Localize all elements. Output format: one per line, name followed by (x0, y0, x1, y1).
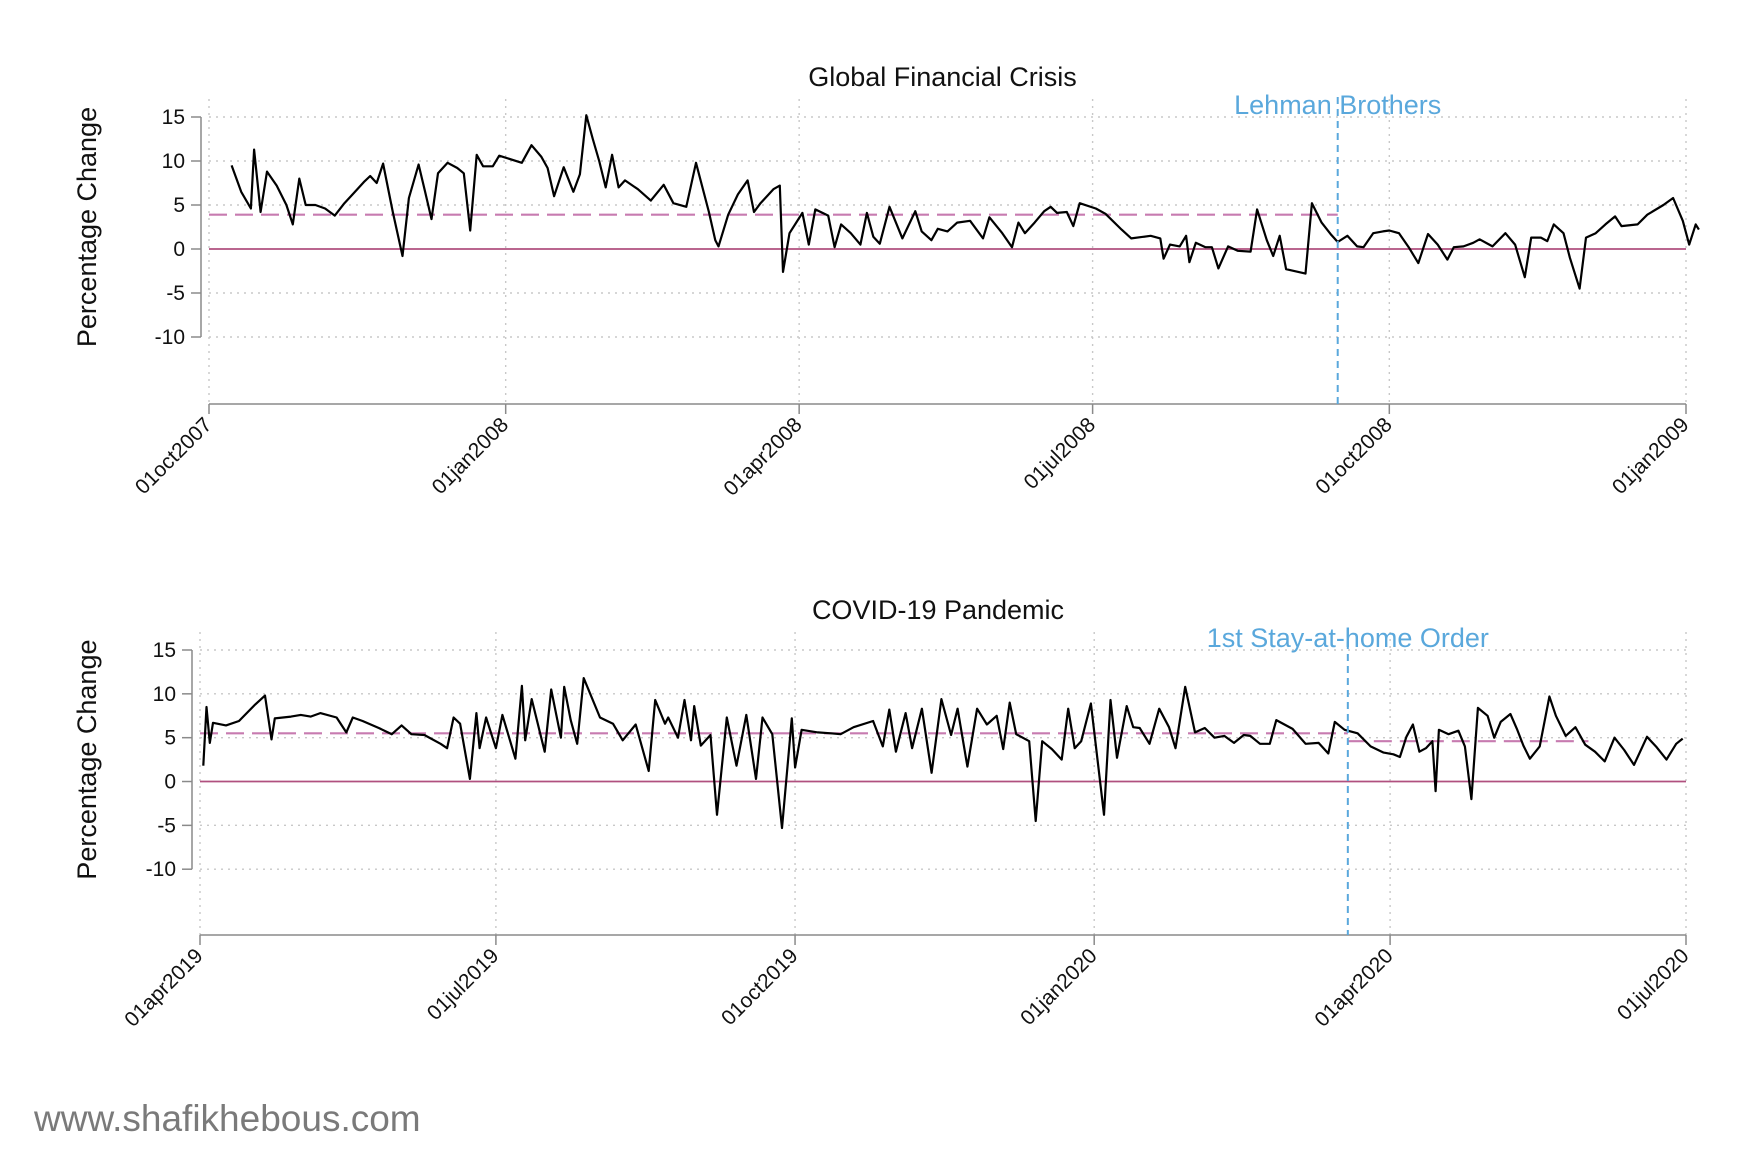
x-tick-label: 01jan2009 (1608, 413, 1694, 499)
x-tick-label: 01jan2020 (1016, 944, 1102, 1030)
x-tick-label: 01apr2020 (1310, 944, 1397, 1031)
x-tick-label: 01jan2008 (428, 413, 514, 499)
y-tick-label: 10 (162, 150, 185, 173)
series-line (202, 676, 1684, 830)
y-tick-label: 15 (153, 639, 176, 662)
x-tick-label: 01oct2019 (717, 944, 803, 1030)
y-tick-label: 5 (164, 727, 176, 750)
x-tick-label: 01apr2019 (120, 944, 207, 1031)
covid-panel: COVID-19 Pandemic Percentage Change 15 10 5 0… (72, 595, 1694, 1032)
y-tick-label: 15 (162, 106, 185, 129)
y-axis-label: Percentage Change (72, 640, 102, 880)
y-axis-label: Percentage Change (72, 107, 102, 347)
event-label: 1st Stay-at-home Order (1207, 623, 1489, 653)
y-tick-label: -5 (166, 282, 185, 305)
chart-title: Global Financial Crisis (808, 62, 1077, 92)
x-tick-label: 01jul2019 (423, 944, 504, 1025)
series-line (230, 114, 1700, 290)
event-label: Lehman Brothers (1234, 90, 1441, 120)
y-tick-label: -10 (146, 858, 176, 881)
y-tick-label: -10 (155, 326, 185, 349)
y-tick-label: -5 (157, 814, 176, 837)
y-tick-label: 5 (173, 194, 185, 217)
x-tick-label: 01oct2007 (131, 413, 217, 499)
x-tick-label: 01jul2008 (1019, 413, 1100, 494)
x-tick-label: 01apr2008 (719, 413, 806, 500)
chart-title: COVID-19 Pandemic (812, 595, 1064, 625)
x-tick-label: 01oct2008 (1311, 413, 1397, 499)
watermark-text[interactable]: www.shafikhebous.com (34, 1098, 421, 1139)
gfc-panel: Global Financial Crisis Percentage Change… (72, 62, 1700, 501)
y-tick-label: 0 (164, 771, 176, 794)
y-tick-label: 10 (153, 683, 176, 706)
y-tick-label: 0 (173, 238, 185, 261)
x-tick-label: 01jul2020 (1613, 944, 1694, 1025)
